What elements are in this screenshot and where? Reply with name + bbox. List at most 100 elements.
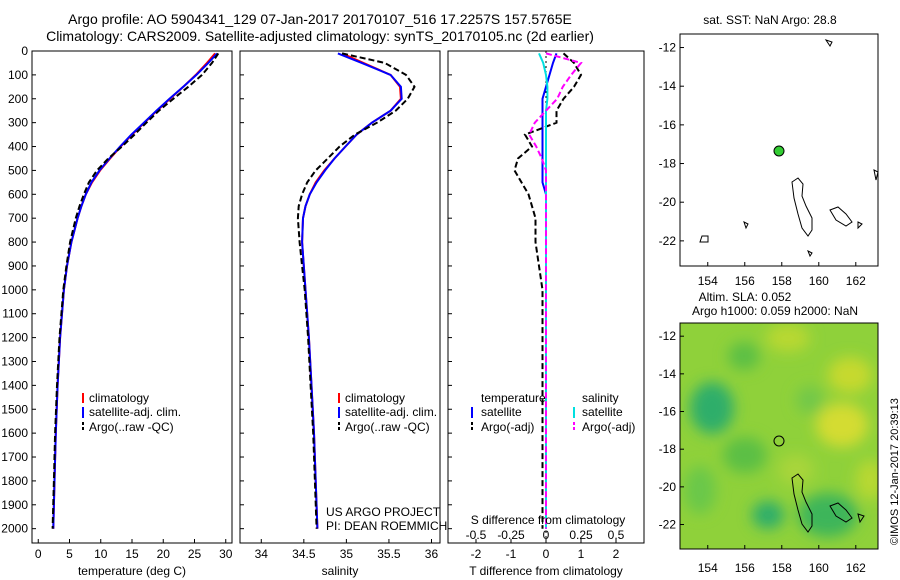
temperature-tick-label: 0 xyxy=(35,547,42,561)
depth-tick-label: 900 xyxy=(8,259,28,273)
depth-tick-label: 1800 xyxy=(1,474,28,488)
sla-lat-tick-labels: -12 -14 -16 -18 -20 -22 xyxy=(659,329,684,532)
figure-title-line2: Climatology: CARS2009. Satellite-adjuste… xyxy=(46,28,594,44)
lat-tick-label: -22 xyxy=(659,234,677,248)
depth-tick-label: 2000 xyxy=(1,522,28,536)
temperature-legend: climatology satellite-adj. clim. Argo(..… xyxy=(82,391,181,434)
salinity-profiles xyxy=(296,52,416,529)
t-difference-tick-label: -2 xyxy=(471,547,482,561)
series-line-1 xyxy=(513,52,583,529)
legend-label-argo: Argo(..raw -QC) xyxy=(89,420,174,434)
sla-blob xyxy=(856,460,878,500)
s-difference-tick-label: -0.25 xyxy=(497,528,525,542)
lon-tick-label: 156 xyxy=(735,561,755,575)
sla-map-title1: Altim. SLA: 0.052 xyxy=(699,290,792,304)
temperature-tick-label: 5 xyxy=(66,547,73,561)
salinity-axes-frame xyxy=(239,50,441,544)
series-line-2 xyxy=(296,52,416,529)
lon-tick-label: 156 xyxy=(735,274,755,288)
lat-tick-label: -18 xyxy=(659,157,677,171)
t-difference-tick-labels: -2 -1 0 1 2 xyxy=(471,539,620,561)
legend-label-temp-argo: Argo(-adj) xyxy=(481,420,534,434)
sla-blob xyxy=(798,493,858,537)
depth-tick-label: 100 xyxy=(8,68,28,82)
depth-tick-label: 1000 xyxy=(1,283,28,297)
coastline-islet xyxy=(857,513,865,524)
s-difference-tick-label: 0.5 xyxy=(608,528,625,542)
coastline-island xyxy=(829,206,853,227)
sla-blob xyxy=(723,437,767,473)
lon-tick-label: 154 xyxy=(698,561,718,575)
lon-tick-label: 160 xyxy=(809,561,829,575)
salinity-tick-label: 36 xyxy=(425,547,439,561)
temperature-tick-label: 25 xyxy=(188,547,202,561)
project-label: US ARGO PROJECT xyxy=(326,505,441,519)
sla-heatmap xyxy=(680,323,878,549)
lat-tick-label: -14 xyxy=(659,367,677,381)
s-difference-tick-label: -0.5 xyxy=(466,528,487,542)
lat-tick-label: -22 xyxy=(659,518,677,532)
lat-tick-label: -18 xyxy=(659,442,677,456)
difference-legend: temperature salinity satellite Argo(-adj… xyxy=(471,391,635,434)
depth-tick-labels: 0 100 200 300 400 500 600 700 800 900 1000 1100 1200… xyxy=(1,44,452,536)
argo-float-marker xyxy=(773,145,785,157)
depth-tick-label: 1700 xyxy=(1,450,28,464)
sla-blob xyxy=(684,466,716,514)
temperature-tick-label: 10 xyxy=(94,547,108,561)
depth-tick-label: 800 xyxy=(8,235,28,249)
salinity-panel: 34 34.5 35 35.5 36 salinity climatology sate… xyxy=(239,50,447,578)
legend-label-satellite: satellite-adj. clim. xyxy=(345,405,437,419)
lon-tick-label: 154 xyxy=(698,274,718,288)
lat-tick-label: -16 xyxy=(659,405,677,419)
sla-blob xyxy=(728,342,760,370)
series-line-2 xyxy=(538,52,549,529)
t-difference-tick-label: 0 xyxy=(543,547,550,561)
coastline-island xyxy=(829,502,853,523)
t-difference-xlabel: T difference from climatology xyxy=(469,564,623,578)
depth-tick-label: 1400 xyxy=(1,378,28,392)
coastline-reef xyxy=(791,177,813,237)
lon-tick-label: 160 xyxy=(809,274,829,288)
legend-label-sal-satellite: satellite xyxy=(582,405,623,419)
temperature-tick-label: 15 xyxy=(125,547,139,561)
sla-blob xyxy=(778,454,814,486)
depth-tick-label: 0 xyxy=(21,44,28,58)
series-line-3 xyxy=(528,52,583,529)
salinity-legend: climatology satellite-adj. clim. Argo(..… xyxy=(338,391,437,434)
lon-tick-label: 158 xyxy=(772,274,792,288)
sla-blob xyxy=(828,357,872,393)
series-line-1 xyxy=(52,52,218,529)
depth-tick-label: 300 xyxy=(8,116,28,130)
legend-title-salinity: salinity xyxy=(582,391,619,405)
coastline-islet xyxy=(873,169,879,181)
depth-tick-label: 1200 xyxy=(1,331,28,345)
imos-timestamp: ©IMOS 12-Jan-2017 20:39:13 xyxy=(889,398,900,545)
lat-tick-label: -20 xyxy=(659,480,677,494)
temperature-profiles xyxy=(51,52,220,529)
salinity-tick-label: 34 xyxy=(255,547,269,561)
depth-tick-label: 400 xyxy=(8,140,28,154)
sst-coastlines xyxy=(699,39,879,258)
temperature-tick-label: 30 xyxy=(219,547,233,561)
lon-tick-label: 162 xyxy=(846,561,866,575)
sst-map-panel: sat. SST: NaN Argo: 28.8 -12 -14 -16 -18 -20… xyxy=(659,13,879,288)
salinity-tick-labels: 34 34.5 35 35.5 36 xyxy=(255,539,439,561)
series-line-2 xyxy=(51,52,220,529)
t-difference-tick-label: -1 xyxy=(506,547,517,561)
temperature-panel: 0100200300400500600700800900100011001200… xyxy=(1,44,452,578)
legend-label-argo: Argo(..raw -QC) xyxy=(345,420,430,434)
lat-tick-label: -20 xyxy=(659,195,677,209)
depth-tick-label: 1300 xyxy=(1,354,28,368)
s-difference-tick-label: 0.25 xyxy=(569,528,593,542)
sla-blob xyxy=(816,403,868,447)
coastline-islet xyxy=(743,221,749,230)
t-difference-tick-label: 2 xyxy=(613,547,620,561)
sla-map-panel: Altim. SLA: 0.052 Argo h1000: 0.059 h200… xyxy=(659,290,879,575)
sla-blob xyxy=(796,386,824,414)
legend-label-satellite: satellite-adj. clim. xyxy=(89,405,181,419)
sst-lon-tick-labels: 154 156 158 160 162 xyxy=(698,262,866,288)
series-line-0 xyxy=(301,52,402,529)
lat-tick-label: -12 xyxy=(659,41,677,55)
legend-label-climatology: climatology xyxy=(345,391,405,405)
sla-map-title2: Argo h1000: 0.059 h2000: NaN xyxy=(692,304,858,318)
